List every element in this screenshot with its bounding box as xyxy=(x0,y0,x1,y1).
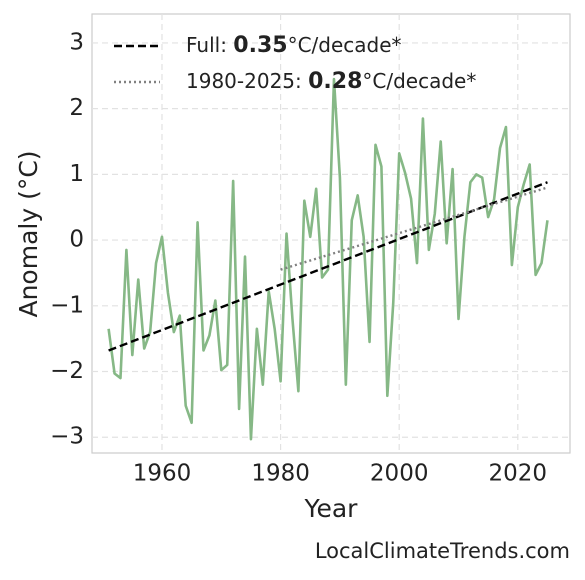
y-tick-label: 0 xyxy=(69,227,84,253)
x-tick-label: 1980 xyxy=(251,461,310,487)
y-tick-label: −1 xyxy=(50,292,84,318)
marks xyxy=(107,77,549,441)
legend-label-part: °C/decade* xyxy=(288,33,402,57)
legend-label-part: 1980-2025: xyxy=(186,69,308,93)
y-tick-label: 3 xyxy=(69,29,84,55)
y-tick-label: −2 xyxy=(50,358,84,384)
legend-label: Full: 0.35°C/decade* xyxy=(186,33,402,59)
footer: LocalClimateTrends.com xyxy=(315,539,570,563)
legend: Full: 0.35°C/decade*1980-2025: 0.28°C/de… xyxy=(114,33,476,95)
data-line xyxy=(107,77,549,441)
trend-line xyxy=(108,181,548,352)
x-tick-label: 2000 xyxy=(370,461,429,487)
y-axis-label: Anomaly (°C) xyxy=(14,150,43,317)
y-tick-label: −3 xyxy=(50,424,84,450)
y-tick-label: 2 xyxy=(69,95,84,121)
x-tick-label: 2020 xyxy=(489,461,548,487)
trend-line xyxy=(280,186,548,271)
legend-label-part: 0.35 xyxy=(233,33,287,58)
legend-label: 1980-2025: 0.28°C/decade* xyxy=(186,69,476,95)
x-axis-label: Year xyxy=(304,494,359,523)
x-tick-label: 1960 xyxy=(133,461,192,487)
legend-label-part: Full: xyxy=(186,33,233,57)
plot-frame xyxy=(91,13,571,454)
legend-label-part: 0.28 xyxy=(308,69,362,94)
legend-label-part: °C/decade* xyxy=(362,69,476,93)
y-tick-label: 1 xyxy=(69,161,84,187)
